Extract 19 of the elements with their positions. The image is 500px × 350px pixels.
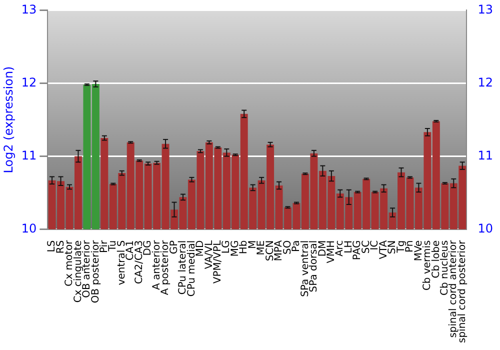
x-tick-label: MVe bbox=[413, 240, 424, 262]
y-tick-label: 10 bbox=[21, 221, 37, 236]
x-tick-label: DG bbox=[142, 240, 154, 256]
y-tick-label: 12 bbox=[21, 75, 37, 90]
y2-tick-label: 12 bbox=[478, 75, 494, 90]
x-tick-label: RS bbox=[55, 240, 66, 254]
y-tick-label: 11 bbox=[21, 148, 37, 162]
y2-tick-label: 11 bbox=[478, 148, 494, 162]
y2-tick-label: 13 bbox=[478, 2, 494, 16]
x-tick-label: A posterior bbox=[160, 239, 172, 296]
x-tick-label: spinal cord posterior bbox=[456, 239, 468, 344]
x-tick-label: Tg bbox=[396, 240, 407, 254]
x-tick-label: OB posterior bbox=[90, 239, 102, 304]
y2-tick-label: 10 bbox=[478, 221, 494, 236]
x-tick-label: GP bbox=[168, 240, 180, 254]
y-axis-title: Log2 (expression) bbox=[1, 66, 16, 174]
x-tick-label: Cb lobe bbox=[430, 240, 442, 278]
x-tick-label: Pa bbox=[291, 240, 302, 252]
y-tick-label: 13 bbox=[21, 2, 37, 16]
